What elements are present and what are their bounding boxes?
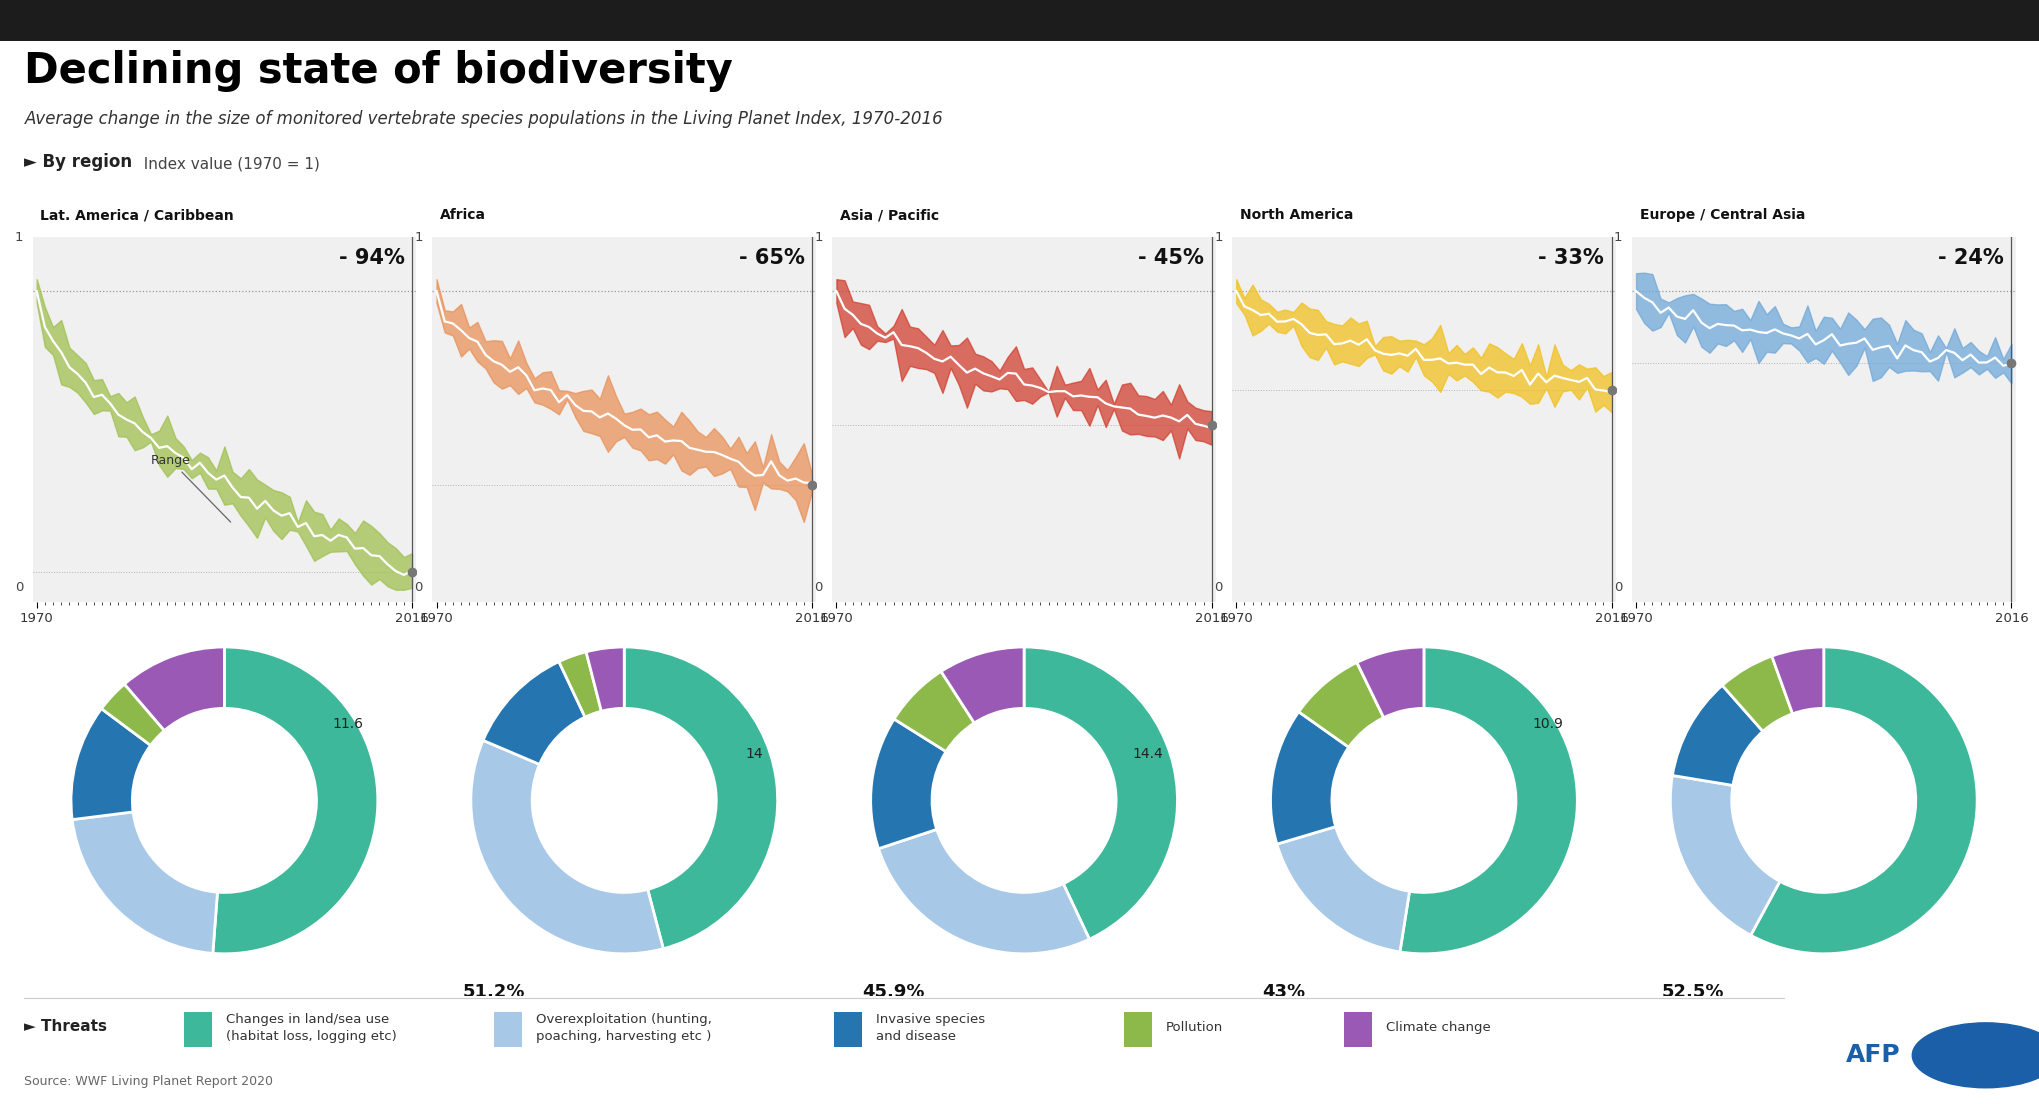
Text: AFP: AFP	[1845, 1043, 1900, 1068]
Circle shape	[1911, 1022, 2039, 1087]
Text: 14.4: 14.4	[1132, 747, 1162, 762]
Text: 14: 14	[746, 747, 763, 762]
Text: 1: 1	[1213, 231, 1221, 244]
Wedge shape	[124, 647, 224, 731]
Wedge shape	[1399, 647, 1576, 954]
Wedge shape	[624, 647, 777, 948]
Text: 1: 1	[414, 231, 422, 244]
Wedge shape	[1270, 712, 1348, 845]
Wedge shape	[940, 647, 1024, 723]
Text: - 45%: - 45%	[1138, 248, 1203, 268]
Text: Europe / Central Asia: Europe / Central Asia	[1639, 209, 1805, 222]
Text: - 33%: - 33%	[1537, 248, 1603, 268]
Text: 51.2%: 51.2%	[463, 984, 524, 1001]
Wedge shape	[1356, 647, 1423, 718]
Text: ► By region: ► By region	[24, 153, 133, 171]
Text: Africa: Africa	[440, 209, 485, 222]
Wedge shape	[893, 671, 975, 752]
Text: 0: 0	[1613, 581, 1621, 594]
FancyBboxPatch shape	[1344, 1011, 1372, 1047]
Wedge shape	[871, 719, 946, 849]
Text: 1: 1	[1613, 231, 1621, 244]
Text: Index value (1970 = 1): Index value (1970 = 1)	[135, 156, 320, 171]
Text: - 24%: - 24%	[1937, 248, 2002, 268]
FancyBboxPatch shape	[1123, 1011, 1152, 1047]
FancyBboxPatch shape	[493, 1011, 522, 1047]
Text: Invasive species
and disease: Invasive species and disease	[875, 1013, 985, 1042]
Wedge shape	[71, 811, 218, 954]
Wedge shape	[585, 647, 624, 711]
Text: Declining state of biodiversity: Declining state of biodiversity	[24, 50, 732, 92]
Wedge shape	[1276, 827, 1409, 952]
Text: 11.6: 11.6	[332, 716, 363, 731]
Text: Source: WWF Living Planet Report 2020: Source: WWF Living Planet Report 2020	[24, 1075, 273, 1089]
Text: 0: 0	[414, 581, 422, 594]
Text: - 94%: - 94%	[338, 248, 404, 268]
Wedge shape	[1670, 775, 1780, 935]
Wedge shape	[1749, 647, 1976, 954]
Text: 0: 0	[1213, 581, 1221, 594]
Text: Lat. America / Caribbean: Lat. America / Caribbean	[41, 209, 234, 222]
Text: 1: 1	[814, 231, 822, 244]
Text: Climate change: Climate change	[1384, 1021, 1491, 1034]
Wedge shape	[1024, 647, 1177, 940]
Text: Changes in land/sea use
(habitat loss, logging etc): Changes in land/sea use (habitat loss, l…	[226, 1013, 398, 1042]
Text: Overexploitation (hunting,
poaching, harvesting etc ): Overexploitation (hunting, poaching, har…	[536, 1013, 712, 1042]
Text: Range: Range	[151, 455, 230, 522]
Text: 10.9: 10.9	[1531, 716, 1562, 731]
Wedge shape	[1721, 656, 1792, 731]
Wedge shape	[1772, 647, 1823, 714]
Wedge shape	[71, 709, 151, 819]
Text: ► Threats: ► Threats	[24, 1019, 108, 1034]
Text: 0: 0	[14, 581, 22, 594]
Text: Average change in the size of monitored vertebrate species populations in the Li: Average change in the size of monitored …	[24, 110, 942, 128]
Wedge shape	[471, 741, 663, 954]
Text: North America: North America	[1240, 209, 1352, 222]
Wedge shape	[212, 647, 377, 954]
Wedge shape	[1672, 686, 1762, 785]
Text: - 65%: - 65%	[738, 248, 803, 268]
Text: Pollution: Pollution	[1166, 1021, 1223, 1034]
Text: 45.9%: 45.9%	[862, 984, 924, 1001]
FancyBboxPatch shape	[834, 1011, 862, 1047]
Wedge shape	[559, 651, 602, 718]
Text: 43%: 43%	[1262, 984, 1305, 1001]
Text: Asia / Pacific: Asia / Pacific	[840, 209, 938, 222]
Wedge shape	[483, 661, 585, 764]
Text: 52.5%: 52.5%	[1662, 984, 1723, 1001]
FancyBboxPatch shape	[184, 1011, 212, 1047]
Wedge shape	[1299, 662, 1382, 747]
Text: 1: 1	[14, 231, 22, 244]
Text: 0: 0	[814, 581, 822, 594]
Wedge shape	[102, 684, 165, 745]
Wedge shape	[879, 829, 1089, 954]
